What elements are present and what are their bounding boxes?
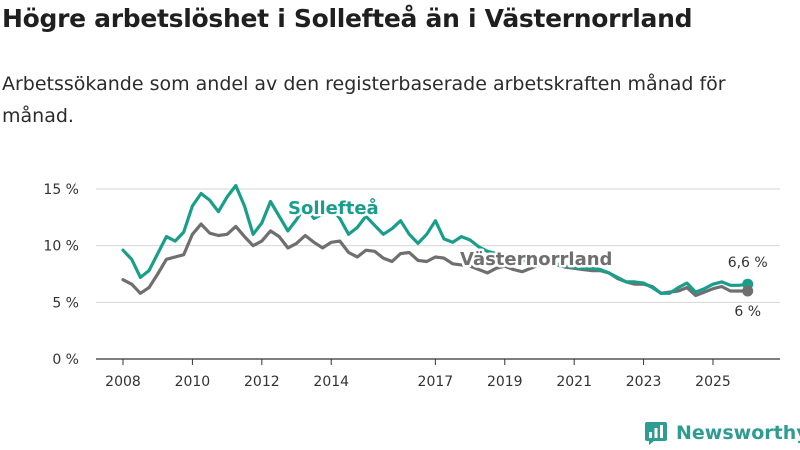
y-tick-label-15: 15 % [43,182,79,198]
gridlines [96,188,780,360]
y-tick-label-5: 5 % [52,295,79,311]
newsworthy-logo-icon [645,422,667,445]
x-tick-label-2021: 2021 [556,374,592,390]
x-tick-label-2012: 2012 [244,374,280,390]
y-tick-label-0: 0 % [52,352,79,368]
x-tick-label-2010: 2010 [175,374,211,390]
x-axis-ticks: 2008 2010 2012 2014 2017 2019 2021 2023 2025 [105,359,731,390]
chart-subtitle: Arbetssökande som andel av den registerb… [2,73,726,127]
series-endpoint-vasternorrland [742,285,754,297]
chart-title: Högre arbetslöshet i Sollefteå än i Väst… [2,4,693,33]
end-value-label-vasternorrland: 6 % [734,304,761,320]
series-lines [121,184,750,298]
series-name-label-sollefte: Sollefteå [288,197,379,219]
series-line-vasternorrland [121,222,750,298]
x-tick-label-2025: 2025 [695,374,731,390]
x-tick-label-2017: 2017 [418,374,454,390]
series-labels: 6,6 % 6 % Sollefteå Västernorrland [286,195,768,321]
x-tick-label-2019: 2019 [487,374,523,390]
newsworthy-logo: Newsworthy [644,418,800,448]
y-tick-label-10: 10 % [43,239,79,255]
end-value-label-sollefte: 6,6 % [728,255,768,271]
y-axis-ticks: 0 % 5 % 10 % 15 % [43,182,79,368]
x-tick-label-2023: 2023 [626,374,662,390]
series-name-label-vasternorrland: Västernorrland [460,249,612,270]
series-line-sollefte [121,184,750,295]
x-tick-label-2008: 2008 [105,374,141,390]
brand-name: Newsworthy [676,422,800,444]
x-tick-label-2014: 2014 [313,374,349,390]
